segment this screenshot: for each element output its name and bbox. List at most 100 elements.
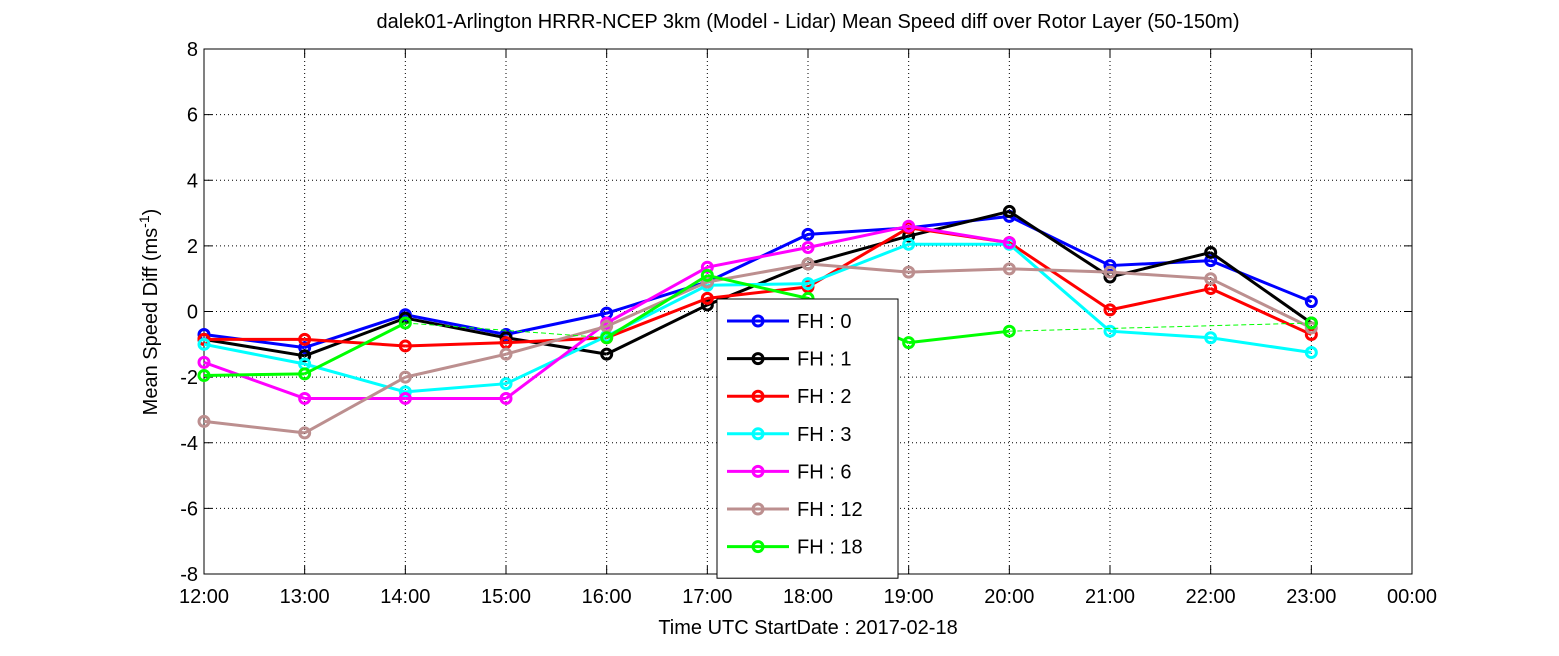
series-line-segment [707,282,809,287]
series-line-segment [908,267,1010,274]
series-line-segment [1009,267,1111,274]
series-line-segment [908,224,1010,245]
x-tick-label: 22:00 [1186,586,1236,608]
data-point [801,241,815,255]
series-line-segment [1109,329,1211,340]
series-line-segment [304,337,406,348]
series-line-segment [707,285,809,300]
data-point [398,370,412,384]
data-point [801,277,815,291]
series-line-segment [908,329,1010,345]
series-line-segment [1210,277,1312,330]
series-line-segment [1109,287,1211,312]
x-tick-label: 15:00 [481,586,531,608]
series-line-segment [908,209,1010,238]
data-point [298,349,312,363]
data-point [1002,324,1016,338]
data-point [499,377,513,391]
legend-label: FH : 3 [797,424,851,446]
data-point [700,260,714,274]
legend-box [716,298,899,579]
series-line-segment [1008,243,1111,333]
series-line-segment [303,321,407,376]
legend-marker [751,464,765,478]
series-line-segment [1109,259,1211,268]
data-point [1304,295,1318,309]
series-line-segment [605,265,709,325]
data-point [298,341,312,355]
series-line-segment [505,321,608,400]
series-line-segment [606,303,708,356]
x-tick-label: 12:00 [179,586,229,608]
series-line-segment [1008,210,1111,279]
series-line-segment [203,360,306,400]
legend-marker [751,502,765,516]
data-point [197,337,211,351]
series-line-segment [605,274,709,340]
series-line-segment [404,352,507,379]
series-line-segment [304,316,406,358]
data-point [700,268,714,282]
series-line-segment [1210,259,1312,304]
y-tick-label: 2 [187,236,198,258]
y-tick-label: -8 [180,564,198,586]
data-point [499,347,513,361]
series-line-segment [606,280,708,328]
series-line-segment [706,273,809,300]
series-6 [197,257,1318,440]
series-line-segment [908,214,1010,230]
series-line-segment [807,242,910,286]
data-point [1103,265,1117,279]
legend-item: FH : 1 [727,349,851,371]
chart-title: dalek01-Arlington HRRR-NCEP 3km (Model -… [377,11,1240,33]
data-point [197,414,211,428]
legend-item: FH : 3 [727,424,851,446]
data-point [1002,236,1016,250]
data-point [398,385,412,399]
y-tick-label: 4 [187,170,198,192]
x-tick-label: 14:00 [380,586,430,608]
series-line-segment [1109,270,1211,281]
series-line-segment [405,382,507,394]
data-point [298,332,312,346]
y-tick-label: -4 [180,433,198,455]
x-tick-label: 00:00 [1387,586,1437,608]
x-tick-label: 16:00 [582,586,632,608]
series-layer [197,204,1318,440]
legend-item: FH : 0 [727,311,851,333]
data-point [398,316,412,330]
data-point [902,219,916,233]
data-point [298,391,312,405]
data-point [1204,245,1218,259]
legend-marker [751,427,765,441]
series-line-segment [405,322,607,339]
series-line-segment [807,262,909,274]
axis-ticks: 12:00 13:00 14:00 15:00 16:00 17:00 18:00 19:00… [179,39,1437,608]
data-point [1204,272,1218,286]
legend-item: FH : 2 [727,386,851,408]
x-axis-label: Time UTC StartDate : 2017-02-18 [658,617,957,639]
data-point [298,367,312,381]
legend-label: FH : 2 [797,386,851,408]
x-tick-label: 21:00 [1085,586,1135,608]
legend-label: FH : 12 [797,499,863,521]
data-point [1103,324,1117,338]
y-tick-label: 8 [187,39,198,61]
legend-label: FH : 18 [797,537,863,559]
data-point [600,347,614,361]
data-point [1002,204,1016,218]
y-tick-label: -6 [180,498,198,520]
data-point [700,291,714,305]
data-point [398,391,412,405]
data-point [298,426,312,440]
series-line-segment [707,246,809,269]
series-line-segment [1210,287,1312,336]
data-point [600,331,614,345]
series-line-segment [203,419,305,435]
data-point [1304,321,1318,335]
legend: FH : 0 FH : 1 FH : 2 FH : 3 FH : 6 FH : 12 FH … [716,298,899,579]
series-line-segment [606,296,708,340]
data-point [197,368,211,382]
series-line-segment [1008,241,1111,312]
